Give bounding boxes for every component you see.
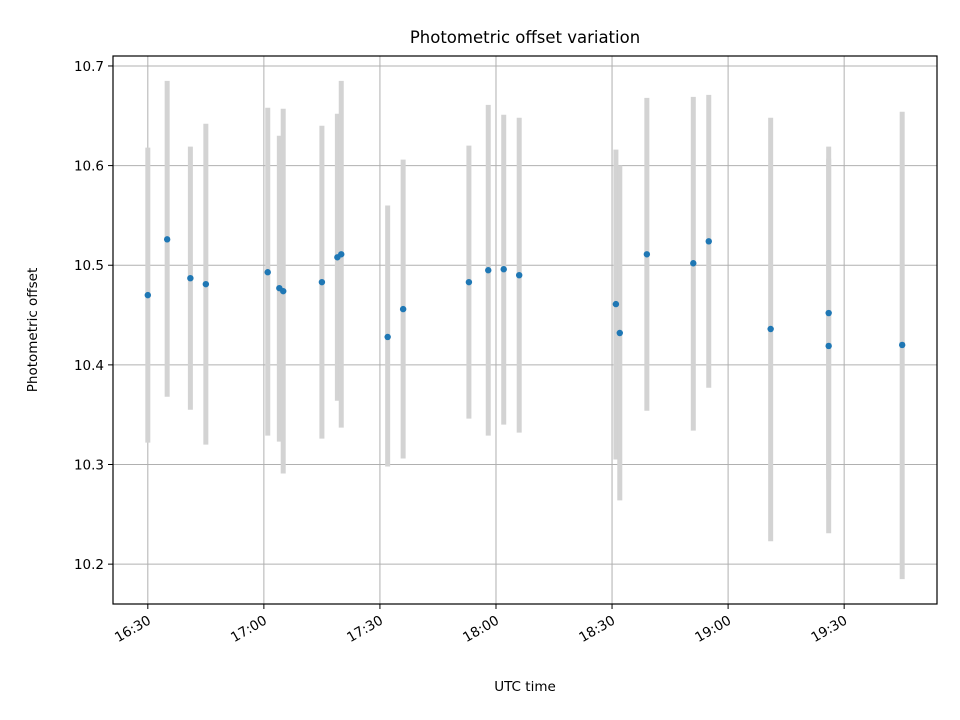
data-point [705, 238, 712, 245]
data-point [643, 251, 651, 258]
data-point [163, 236, 171, 243]
y-tick-label: 10.6 [74, 159, 104, 175]
data-point [338, 251, 345, 258]
chart-title: Photometric offset variation [410, 28, 640, 47]
data-point [465, 278, 473, 286]
data-point [612, 300, 620, 308]
data-point [485, 267, 492, 274]
y-tick-label: 10.5 [74, 258, 104, 274]
data-point [825, 309, 832, 317]
y-axis-label: Photometric offset [25, 268, 41, 392]
y-tick-label: 10.2 [74, 557, 104, 573]
data-point [616, 329, 623, 337]
data-points [144, 236, 906, 350]
data-point [825, 342, 832, 350]
plot-frame [112, 55, 938, 605]
data-point [399, 305, 407, 313]
data-point [384, 333, 391, 341]
y-axis-ticks: 10.2 10.3 10.4 10.5 10.6 10.7 [74, 59, 113, 573]
data-point [280, 287, 287, 295]
y-tick-label: 10.7 [74, 59, 104, 75]
data-point [187, 274, 194, 282]
data-point [898, 341, 906, 349]
data-point [318, 278, 326, 286]
grid-lines [113, 56, 937, 604]
data-point [767, 325, 774, 333]
data-point [500, 266, 507, 273]
x-axis-label: UTC time [494, 679, 556, 695]
data-point [202, 280, 210, 288]
data-point [264, 269, 271, 276]
data-point [144, 291, 152, 299]
data-point [690, 260, 697, 267]
y-tick-label: 10.3 [74, 458, 104, 474]
y-tick-label: 10.4 [74, 358, 104, 374]
data-point [515, 272, 523, 279]
